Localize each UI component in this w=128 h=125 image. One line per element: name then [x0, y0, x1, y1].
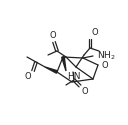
Text: O: O	[50, 31, 56, 40]
Text: NH$_2$: NH$_2$	[97, 50, 116, 62]
Text: O: O	[102, 60, 109, 70]
Text: O: O	[24, 72, 31, 81]
Text: O: O	[91, 28, 98, 37]
Polygon shape	[45, 67, 57, 73]
Polygon shape	[62, 57, 66, 71]
Text: HN: HN	[67, 72, 81, 81]
Text: O: O	[81, 87, 88, 96]
